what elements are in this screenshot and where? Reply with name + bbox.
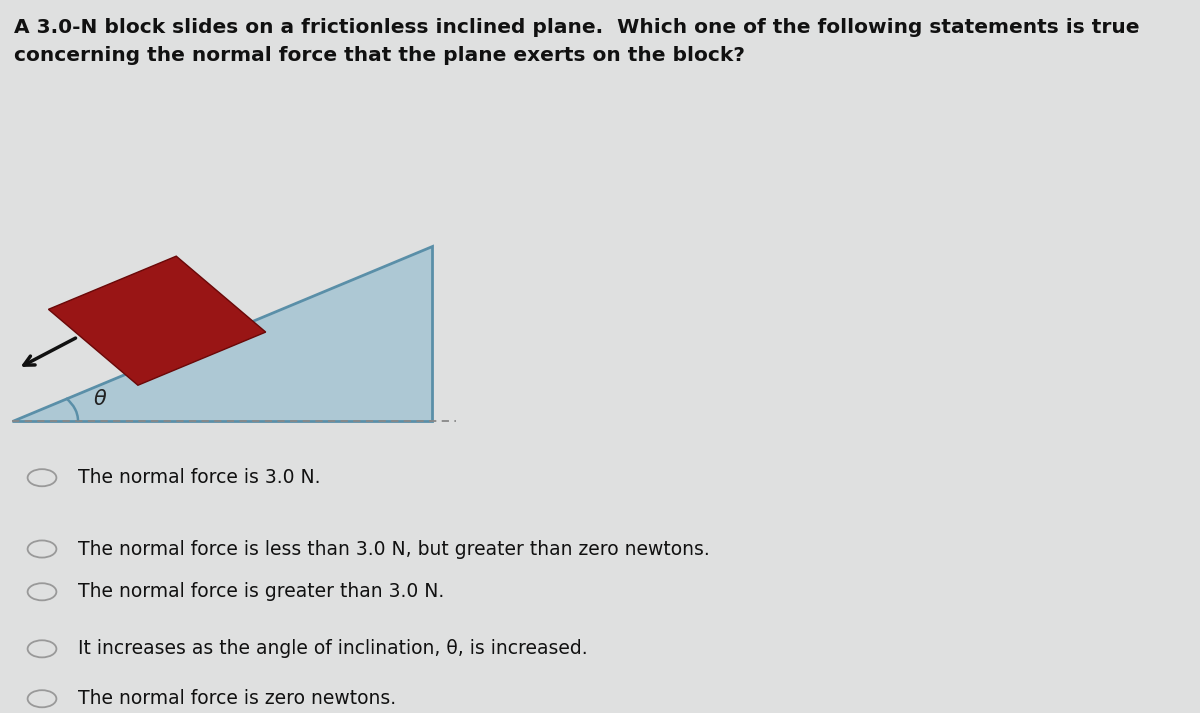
Text: concerning the normal force that the plane exerts on the block?: concerning the normal force that the pla…: [14, 46, 745, 66]
Text: A 3.0-N block slides on a frictionless inclined plane.  Which one of the followi: A 3.0-N block slides on a frictionless i…: [14, 18, 1140, 37]
Text: The normal force is less than 3.0 N, but greater than zero newtons.: The normal force is less than 3.0 N, but…: [78, 540, 709, 558]
Text: The normal force is 3.0 N.: The normal force is 3.0 N.: [78, 468, 320, 487]
Text: The normal force is greater than 3.0 N.: The normal force is greater than 3.0 N.: [78, 583, 444, 601]
Text: θ: θ: [94, 389, 107, 409]
Text: It increases as the angle of inclination, θ, is increased.: It increases as the angle of inclination…: [78, 640, 588, 658]
Polygon shape: [48, 256, 265, 385]
Polygon shape: [12, 246, 432, 421]
Text: The normal force is zero newtons.: The normal force is zero newtons.: [78, 689, 396, 708]
